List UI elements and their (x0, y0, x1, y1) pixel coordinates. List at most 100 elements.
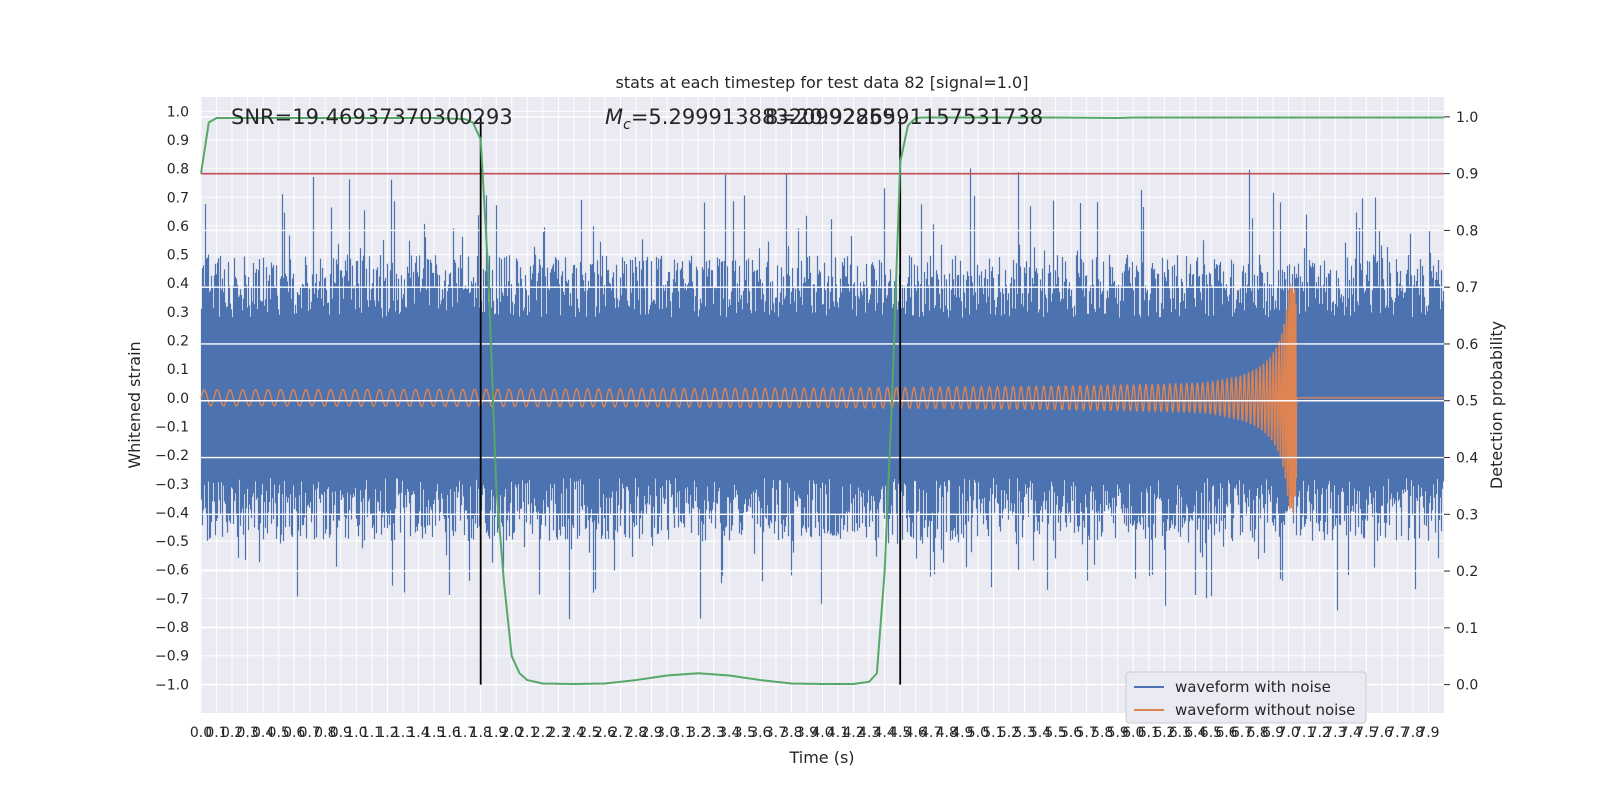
x-tick-label: 2.3 (547, 725, 569, 741)
legend-label-noise: waveform with noise (1175, 678, 1331, 696)
waveform-without-noise-series (200, 283, 1444, 513)
y-tick-label-left: −0.6 (155, 563, 189, 579)
y-tick-label-right: 0.4 (1456, 451, 1478, 467)
y-tick-label-right: 0.7 (1456, 280, 1478, 296)
clean-waveform-line (200, 283, 1444, 513)
x-tick-label: 1.9 (485, 725, 507, 741)
x-tick-label: 1.2 (376, 725, 398, 741)
y-tick-label-right: 0.6 (1456, 337, 1478, 353)
chart-title: stats at each timestep for test data 82 … (616, 73, 1029, 92)
x-tick-label: 4.6 (905, 725, 927, 741)
x-tick-label: 5.6 (1060, 725, 1082, 741)
detection-probability-line (200, 116, 1444, 686)
x-tick-label: 6.7 (1231, 725, 1253, 741)
overlap-annotation: 8=20.9226591157531738 (765, 105, 1043, 129)
x-tick-label: 2.1 (516, 725, 538, 741)
y-tick-label-left: −0.1 (155, 419, 189, 435)
y-tick-label-left: −0.5 (155, 534, 189, 550)
y-tick-label-left: 0.7 (167, 190, 189, 206)
x-tick-label: 0.0 (190, 725, 212, 741)
x-tick-label: 0.2 (221, 725, 243, 741)
x-tick-label: 1.6 (438, 725, 460, 741)
x-tick-label: 1.7 (454, 725, 476, 741)
y-tick-label-right: 0.8 (1456, 223, 1478, 239)
y-tick-label-right: 0.5 (1456, 394, 1478, 410)
x-tick-label: 2.4 (563, 725, 585, 741)
y-tick-label-left: −0.3 (155, 477, 189, 493)
x-tick-label: 4.9 (951, 725, 973, 741)
x-tick-label: 4.1 (827, 725, 849, 741)
y-tick-label-left: −0.4 (155, 505, 189, 521)
x-tick-label: 5.4 (1029, 725, 1051, 741)
y-tick-label-left: 0.8 (167, 162, 189, 178)
mc-annotation: Mc=5.29991388320992859 (605, 105, 896, 133)
x-tick-label: 0.5 (268, 725, 290, 741)
y-tick-label-left: 0.3 (167, 305, 189, 321)
y-tick-label-left: −0.7 (155, 591, 189, 607)
x-tick-label: 0.9 (330, 725, 352, 741)
x-tick-label: 3.2 (687, 725, 709, 741)
y-tick-label-left: 0.4 (167, 276, 189, 292)
x-tick-label: 0.8 (314, 725, 336, 741)
x-tick-label: 6.2 (1153, 725, 1175, 741)
x-tick-label: 0.3 (236, 725, 258, 741)
x-tick-label: 2.6 (594, 725, 616, 741)
y-axis-label-right: Detection probability (1487, 321, 1506, 489)
x-tick-label: 6.3 (1169, 725, 1191, 741)
axes: 0.00.10.20.30.40.50.60.70.80.91.01.11.21… (155, 104, 1478, 741)
x-tick-label: 2.7 (609, 725, 631, 741)
x-tick-label: 6.4 (1184, 725, 1206, 741)
y-tick-label-left: 0.0 (167, 391, 189, 407)
x-tick-label: 2.2 (532, 725, 554, 741)
y-tick-label-left: 0.2 (167, 334, 189, 350)
x-tick-label: 4.4 (874, 725, 896, 741)
x-tick-label: 7.1 (1293, 725, 1315, 741)
y-axis-label-left: Whitened strain (125, 341, 144, 468)
y-tick-label-right: 0.1 (1456, 621, 1478, 637)
x-tick-label: 5.8 (1091, 725, 1113, 741)
x-tick-label: 6.1 (1138, 725, 1160, 741)
x-tick-label: 7.0 (1277, 725, 1299, 741)
overlays (200, 116, 1444, 686)
x-tick-label: 2.9 (640, 725, 662, 741)
x-tick-label: 5.1 (982, 725, 1004, 741)
x-tick-label: 4.7 (920, 725, 942, 741)
x-tick-label: 4.2 (842, 725, 864, 741)
x-tick-label: 5.7 (1076, 725, 1098, 741)
x-tick-label: 3.5 (734, 725, 756, 741)
x-tick-label: 4.5 (889, 725, 911, 741)
x-tick-label: 5.2 (998, 725, 1020, 741)
x-tick-label: 7.5 (1355, 725, 1377, 741)
y-tick-label-right: 0.2 (1456, 564, 1478, 580)
x-tick-label: 3.7 (765, 725, 787, 741)
y-tick-label-right: 0.0 (1456, 678, 1478, 694)
x-tick-label: 0.1 (205, 725, 227, 741)
legend-label-clean: waveform without noise (1175, 701, 1355, 719)
y-tick-label-left: 1.0 (167, 104, 189, 120)
y-tick-label-right: 1.0 (1456, 110, 1478, 126)
x-axis-label: Time (s) (788, 748, 854, 767)
x-tick-label: 0.7 (299, 725, 321, 741)
y-tick-label-right: 0.9 (1456, 167, 1478, 183)
x-tick-label: 6.6 (1215, 725, 1237, 741)
mc-value: =5.29991388320992859 (631, 105, 896, 129)
legend-box (1125, 671, 1367, 724)
y-tick-label-left: 0.6 (167, 219, 189, 235)
x-tick-label: 4.8 (936, 725, 958, 741)
x-tick-label: 4.0 (811, 725, 833, 741)
x-tick-label: 7.8 (1402, 725, 1424, 741)
mc-symbol: M (605, 105, 623, 129)
mc-subscript: c (623, 117, 631, 133)
y-tick-label-left: −0.2 (155, 448, 189, 464)
y-tick-label-left: −0.8 (155, 620, 189, 636)
x-tick-label: 6.0 (1122, 725, 1144, 741)
x-tick-label: 3.0 (656, 725, 678, 741)
x-tick-label: 7.2 (1309, 725, 1331, 741)
x-tick-label: 2.8 (625, 725, 647, 741)
x-tick-label: 3.8 (780, 725, 802, 741)
x-tick-label: 1.0 (345, 725, 367, 741)
x-tick-label: 0.4 (252, 725, 274, 741)
x-tick-label: 1.5 (423, 725, 445, 741)
x-tick-label: 2.0 (501, 725, 523, 741)
